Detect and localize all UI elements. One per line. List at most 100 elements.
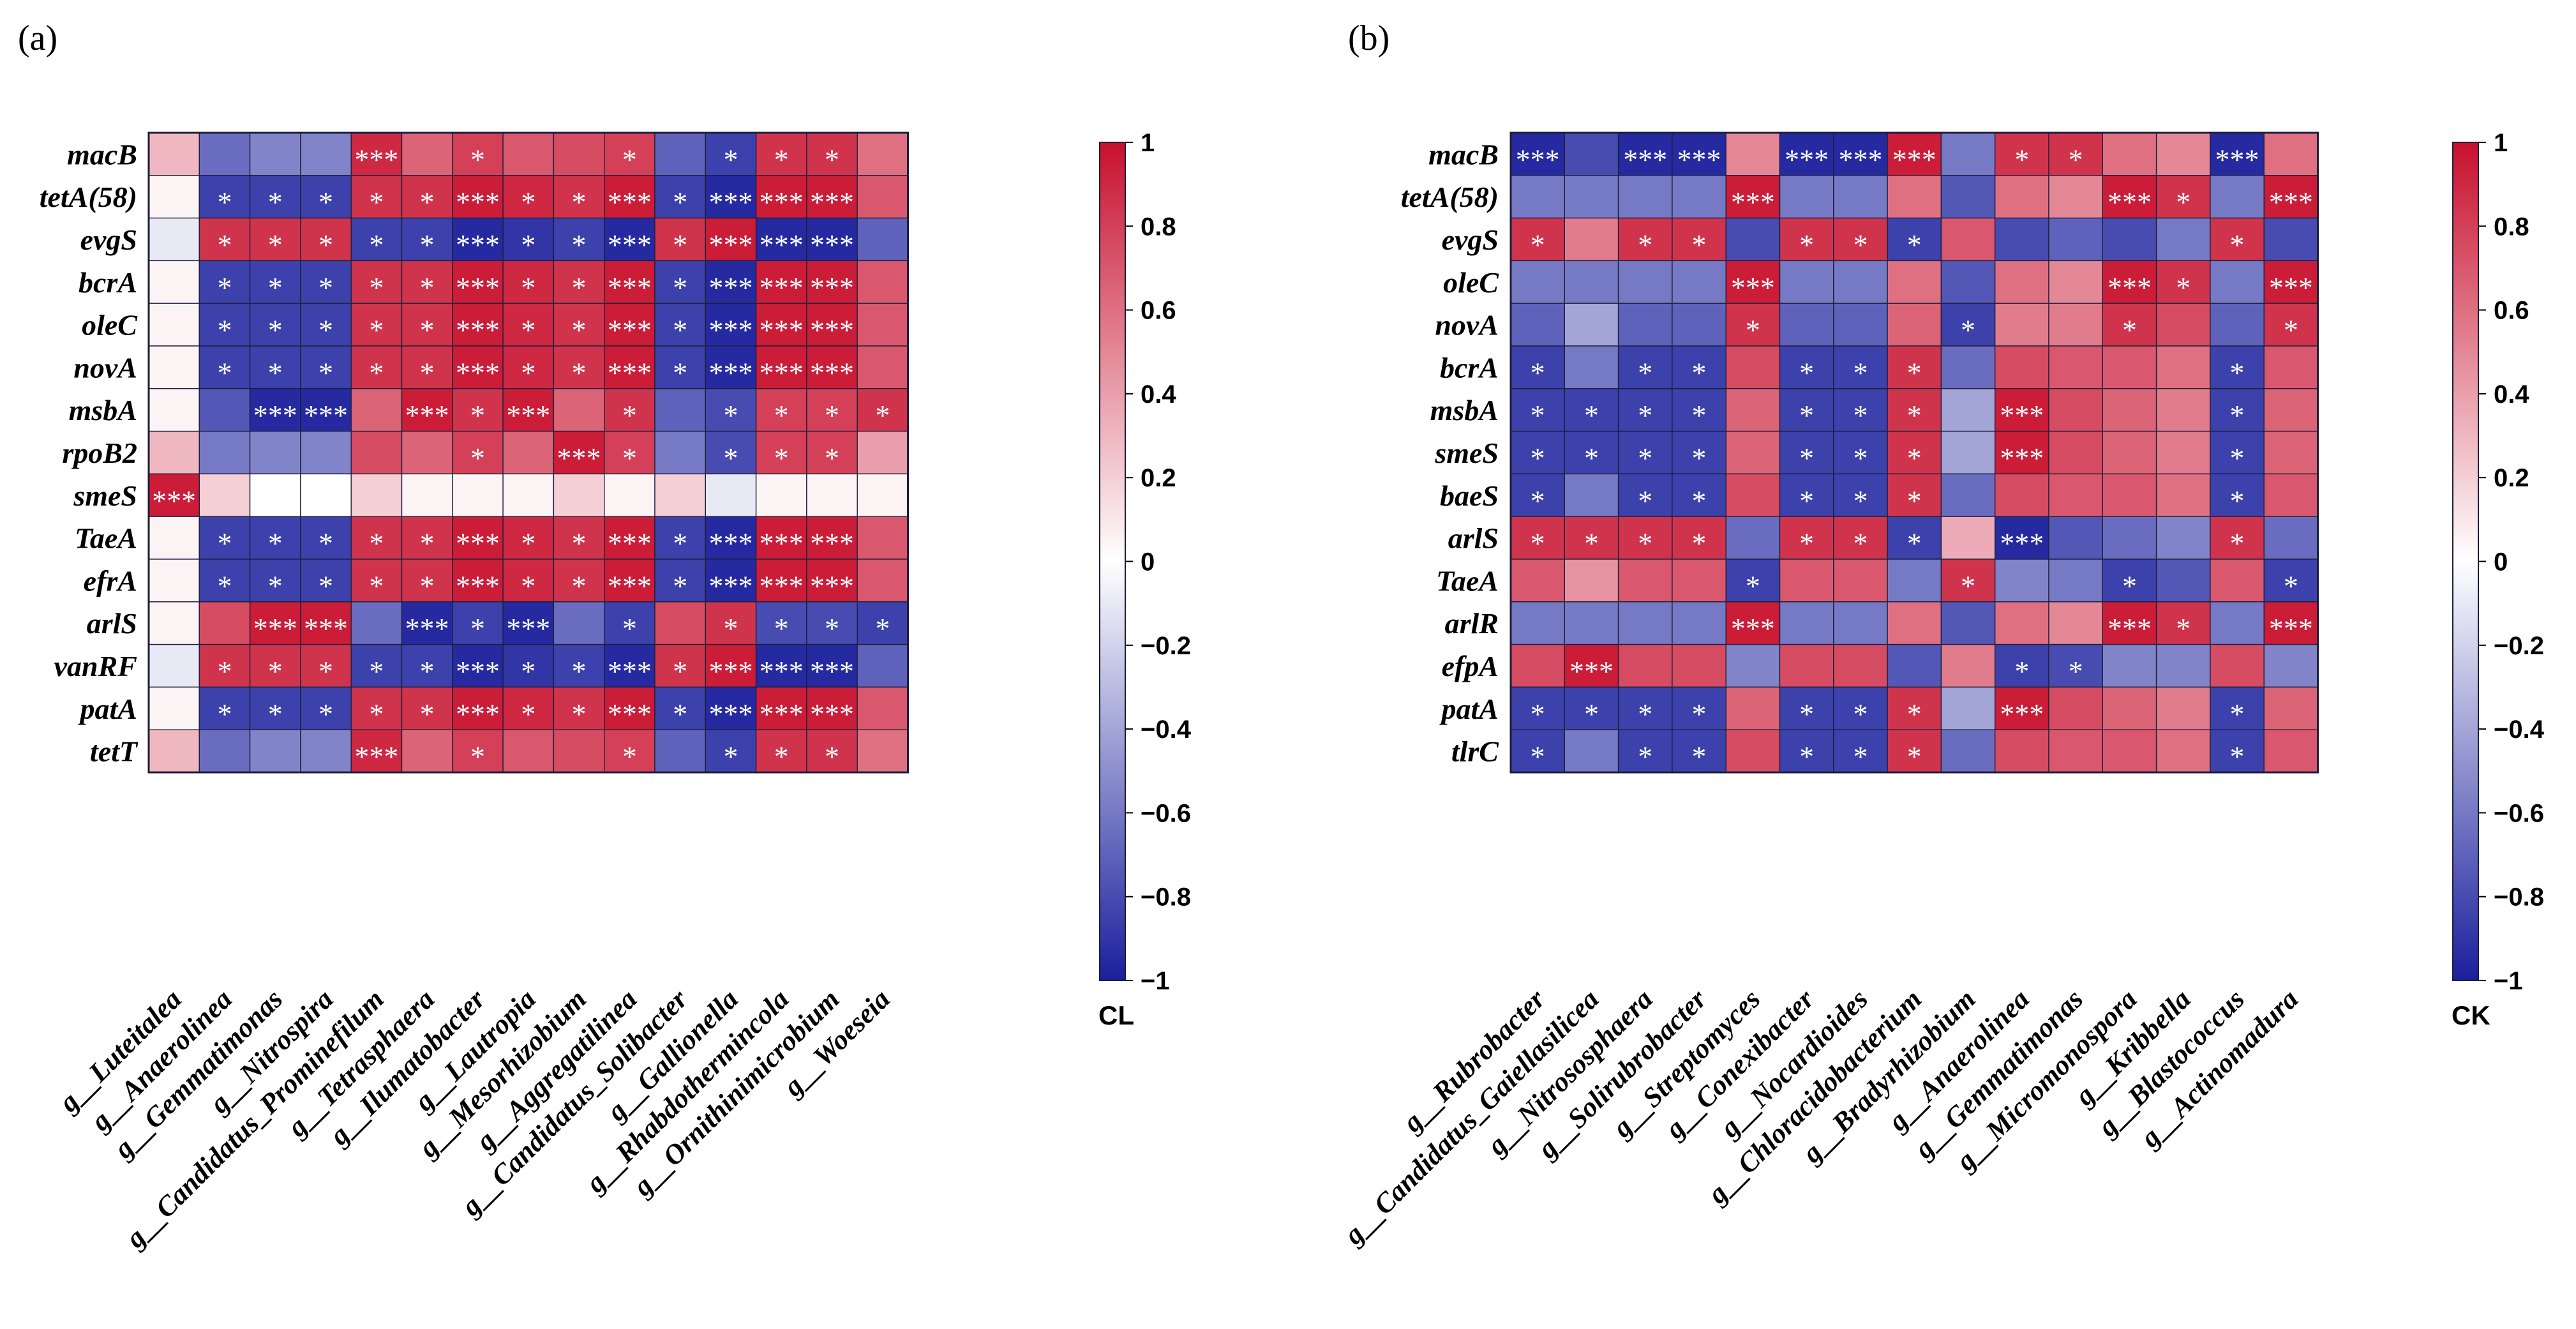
significance-mark: * bbox=[217, 314, 232, 347]
heatmap-cell bbox=[1887, 601, 1942, 645]
row-label: arlS bbox=[1448, 522, 1499, 555]
heatmap-cell bbox=[2210, 729, 2265, 773]
heatmap-cell bbox=[1725, 430, 1781, 475]
heatmap-cell bbox=[401, 388, 453, 432]
heatmap-cell bbox=[604, 388, 655, 432]
heatmap-cell bbox=[1887, 559, 1942, 603]
heatmap-cell bbox=[654, 686, 707, 730]
significance-mark: * bbox=[774, 442, 789, 474]
heatmap-cell bbox=[857, 686, 909, 730]
heatmap-cell bbox=[2210, 430, 2265, 475]
heatmap-cell bbox=[604, 601, 655, 645]
heatmap-cell bbox=[148, 430, 200, 475]
heatmap-cell bbox=[2210, 175, 2265, 219]
heatmap-cell bbox=[654, 430, 707, 475]
significance-mark: * bbox=[521, 655, 535, 687]
heatmap-cell bbox=[2263, 260, 2319, 304]
significance-mark: *** bbox=[810, 229, 854, 261]
significance-mark: *** bbox=[608, 698, 652, 730]
heatmap-cell bbox=[452, 217, 504, 262]
significance-mark: *** bbox=[810, 314, 854, 347]
heatmap-cell bbox=[1779, 388, 1834, 432]
row-label: patA bbox=[1439, 693, 1499, 725]
significance-mark: *** bbox=[608, 314, 652, 347]
significance-mark: *** bbox=[608, 271, 652, 304]
significance-mark: * bbox=[268, 186, 283, 218]
heatmap-cell bbox=[452, 388, 504, 432]
heatmap-cell bbox=[1564, 516, 1619, 560]
significance-mark: *** bbox=[253, 399, 297, 432]
significance-mark: * bbox=[420, 569, 435, 602]
significance-mark: *** bbox=[2269, 271, 2313, 304]
heatmap-cell bbox=[654, 260, 707, 304]
colorbar-tick-label: −1 bbox=[1141, 967, 1170, 995]
significance-mark: * bbox=[369, 229, 384, 261]
heatmap-cell bbox=[2155, 388, 2211, 432]
significance-mark: *** bbox=[405, 612, 449, 645]
heatmap-cell bbox=[2048, 175, 2104, 219]
heatmap-cell bbox=[300, 217, 352, 262]
significance-mark: * bbox=[673, 186, 687, 218]
heatmap-cell bbox=[1725, 559, 1781, 603]
heatmap-cell bbox=[1564, 175, 1619, 219]
heatmap-cell bbox=[654, 345, 707, 389]
heatmap-cell bbox=[198, 516, 251, 560]
significance-mark: *** bbox=[557, 442, 601, 474]
significance-mark: *** bbox=[456, 527, 500, 560]
significance-mark: * bbox=[673, 314, 687, 347]
heatmap-cell bbox=[2048, 260, 2104, 304]
significance-mark: *** bbox=[608, 186, 652, 218]
heatmap-cell bbox=[2102, 260, 2157, 304]
heatmap-cell bbox=[198, 559, 251, 603]
significance-mark: * bbox=[268, 271, 283, 304]
heatmap-cell bbox=[401, 132, 453, 176]
heatmap-cell bbox=[1725, 217, 1781, 262]
heatmap-cell bbox=[2048, 303, 2104, 347]
significance-mark: *** bbox=[708, 356, 753, 389]
heatmap-cell bbox=[198, 601, 251, 645]
heatmap-cell bbox=[1725, 643, 1781, 688]
heatmap-cell bbox=[502, 473, 555, 517]
heatmap-cell bbox=[2102, 175, 2157, 219]
heatmap-cell bbox=[705, 516, 757, 560]
heatmap-cell bbox=[401, 260, 453, 304]
heatmap-cell bbox=[806, 686, 858, 730]
heatmap-cell bbox=[1725, 516, 1781, 560]
heatmap-cell bbox=[1994, 430, 2049, 475]
heatmap-cell bbox=[1887, 516, 1942, 560]
significance-mark: * bbox=[318, 527, 333, 560]
row-label: novA bbox=[1435, 309, 1499, 342]
significance-mark: * bbox=[1531, 399, 1545, 432]
significance-mark: * bbox=[723, 143, 738, 176]
heatmap-cell bbox=[1617, 303, 1673, 347]
colorbar-tick-label: 0.8 bbox=[1141, 213, 1176, 241]
significance-mark: *** bbox=[1731, 271, 1775, 304]
colorbar-tick-label: −0.6 bbox=[1141, 799, 1191, 827]
heatmap-cell bbox=[2263, 345, 2319, 389]
significance-mark: * bbox=[420, 527, 435, 560]
significance-mark: * bbox=[1638, 442, 1652, 474]
heatmap-cell bbox=[249, 175, 301, 219]
significance-mark: *** bbox=[760, 314, 804, 347]
heatmap-cell bbox=[1887, 686, 1942, 730]
significance-mark: * bbox=[723, 399, 738, 432]
significance-mark: *** bbox=[1677, 143, 1721, 176]
heatmap-cell bbox=[198, 729, 251, 773]
heatmap-cell bbox=[705, 303, 757, 347]
row-label: macB bbox=[1428, 138, 1499, 170]
heatmap-cell bbox=[553, 686, 605, 730]
heatmap-cell bbox=[806, 473, 858, 517]
heatmap-cell bbox=[148, 516, 200, 560]
heatmap-cell bbox=[1510, 643, 1566, 688]
heatmap-cell bbox=[1617, 643, 1673, 688]
heatmap-cell bbox=[1617, 388, 1673, 432]
heatmap-cell bbox=[401, 473, 453, 517]
heatmap-cell bbox=[1833, 303, 1888, 347]
row-label: efpA bbox=[1442, 650, 1499, 682]
significance-mark: * bbox=[420, 229, 435, 261]
significance-mark: *** bbox=[708, 186, 753, 218]
heatmap-cell bbox=[2263, 217, 2319, 262]
heatmap-cell bbox=[198, 345, 251, 389]
heatmap-cell bbox=[300, 559, 352, 603]
significance-mark: * bbox=[1799, 399, 1814, 432]
